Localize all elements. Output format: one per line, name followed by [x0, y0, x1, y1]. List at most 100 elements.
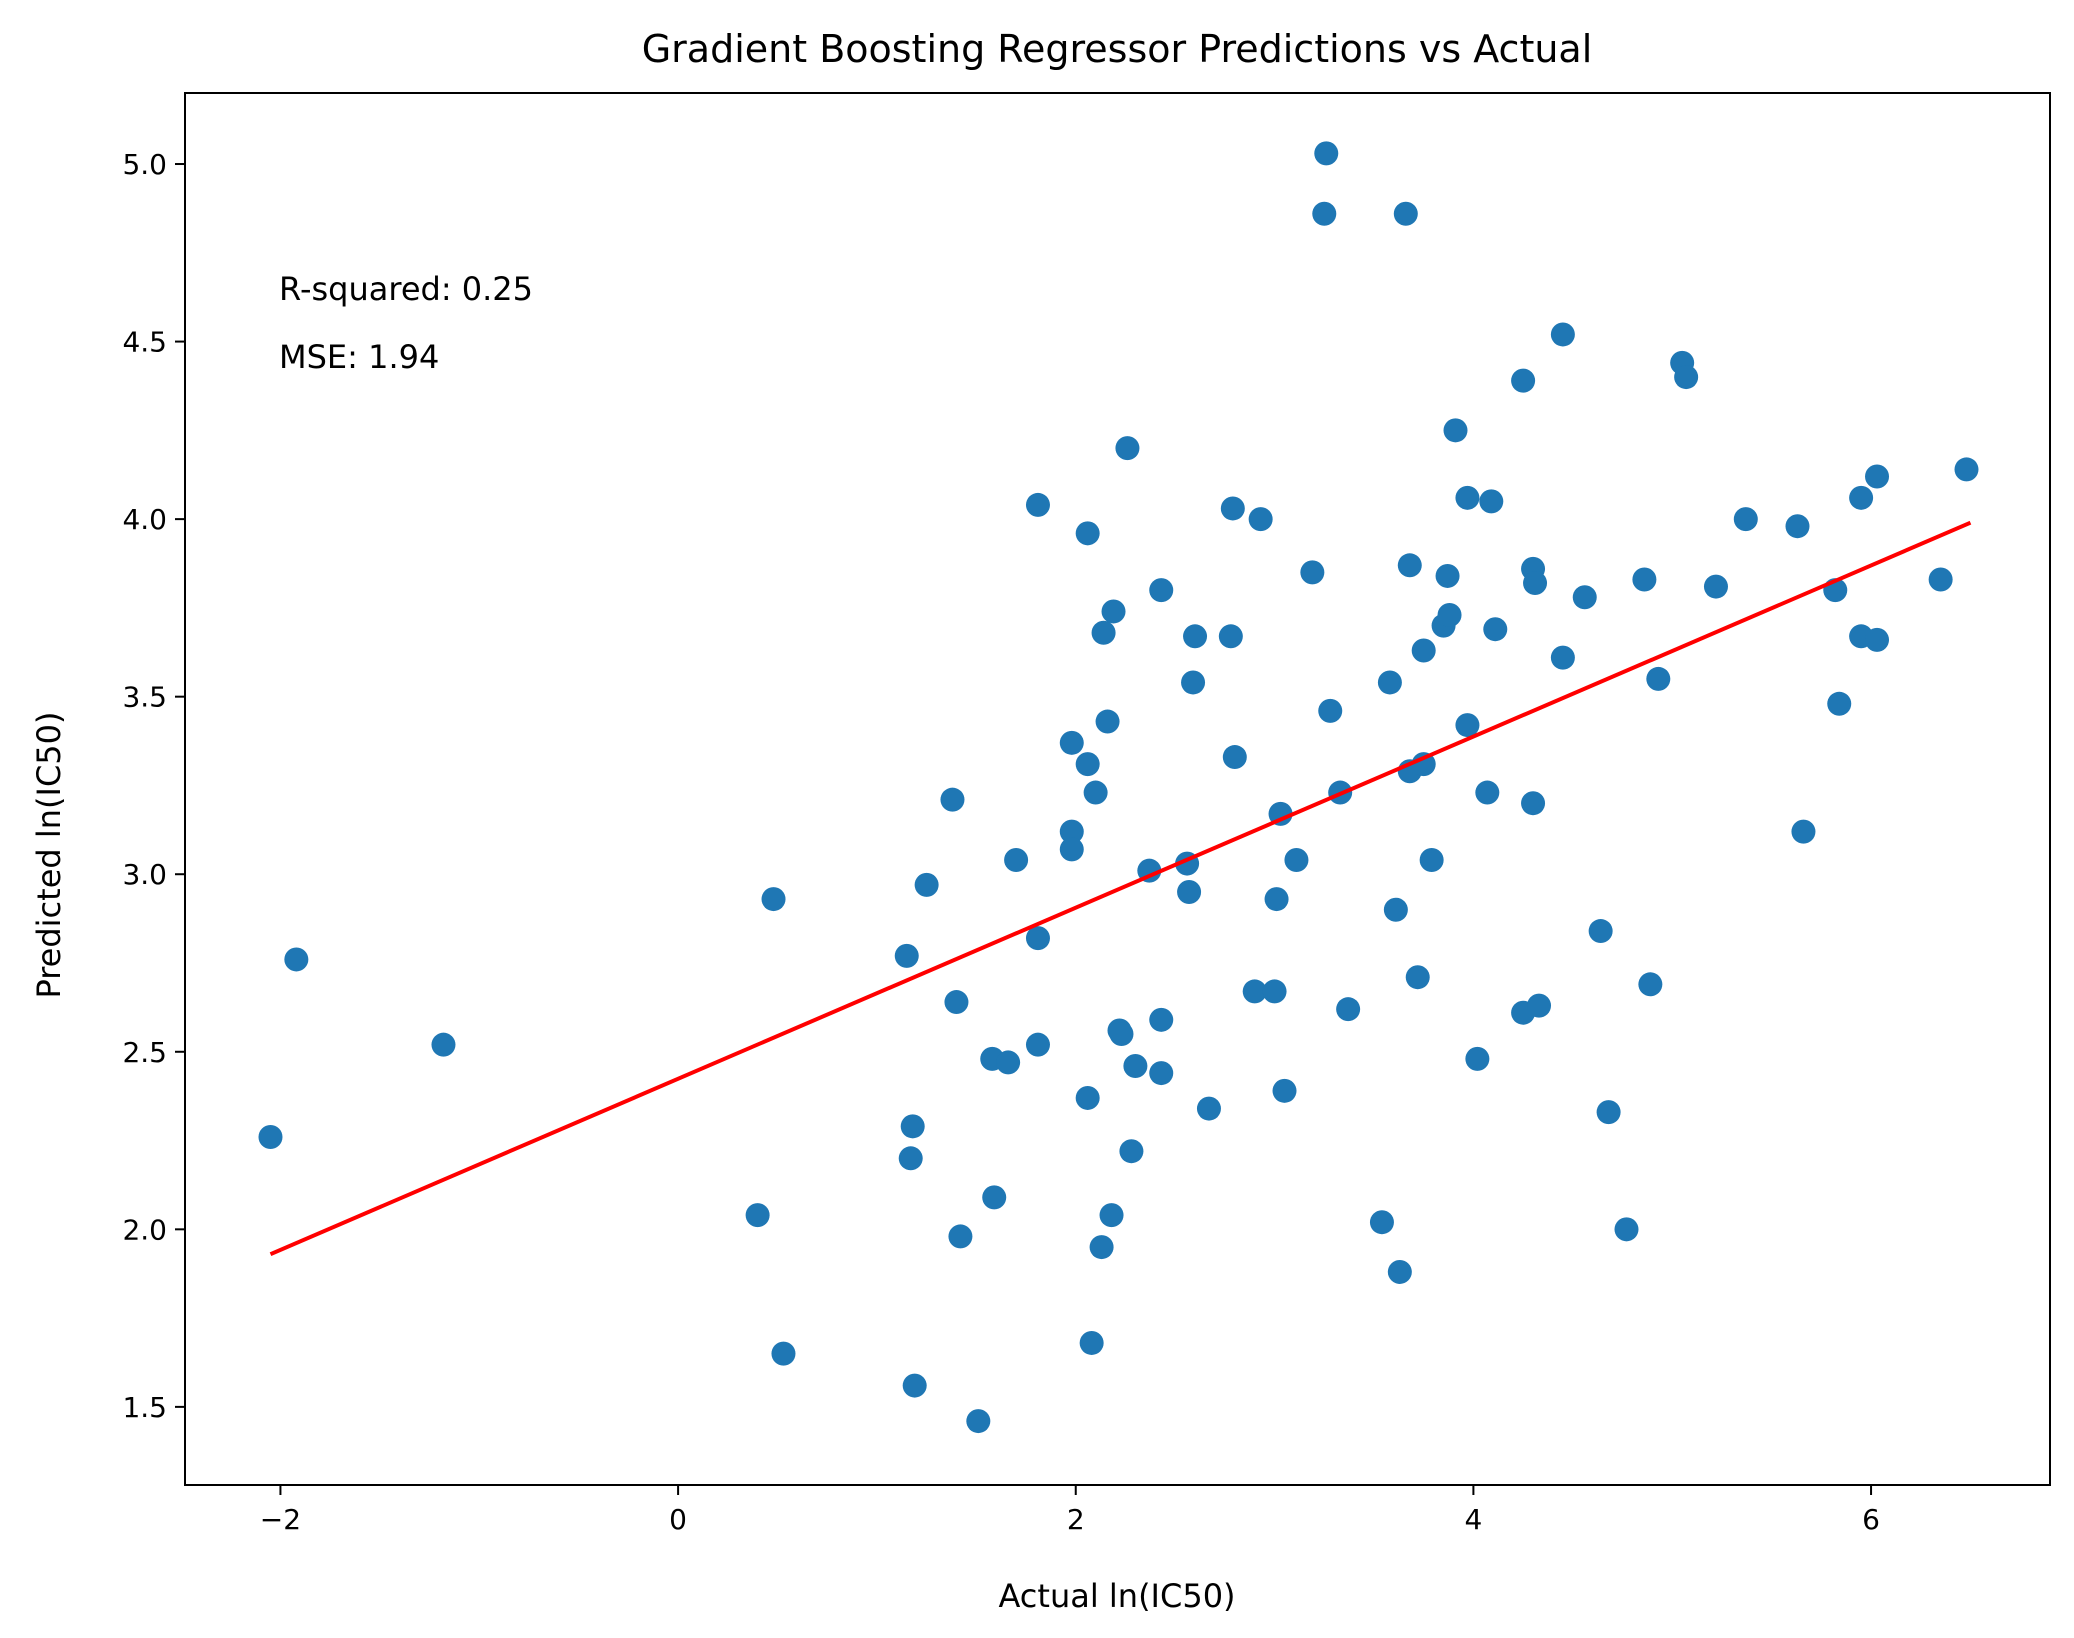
data-point [1220, 496, 1245, 521]
data-point [900, 1114, 925, 1139]
data-point [1312, 201, 1337, 226]
data-point [1095, 709, 1120, 734]
data-point [1101, 599, 1126, 624]
x-axis-label: Actual ln(IC50) [998, 1577, 1235, 1615]
data-point [1089, 1235, 1114, 1260]
data-point [1443, 418, 1468, 443]
data-point [1928, 567, 1953, 592]
data-point [1099, 1203, 1124, 1228]
data-point [1614, 1217, 1639, 1242]
data-point [996, 1050, 1021, 1075]
data-point [1387, 1259, 1412, 1284]
y-tick-label: 5.0 [122, 148, 167, 181]
data-point [1733, 507, 1758, 532]
data-point [1119, 1139, 1144, 1164]
data-point [1264, 887, 1289, 912]
x-tick-label: 0 [669, 1503, 687, 1536]
data-point [1383, 897, 1408, 922]
data-point [1091, 620, 1116, 645]
data-point [1455, 713, 1480, 738]
data-point [1638, 972, 1663, 997]
data-point [1025, 1032, 1050, 1057]
data-point [1075, 752, 1100, 777]
data-point [1115, 436, 1140, 461]
data-point [1284, 848, 1309, 873]
data-point [1149, 1007, 1174, 1032]
data-point [1521, 791, 1546, 816]
data-point [982, 1185, 1007, 1210]
data-point [1149, 578, 1174, 603]
data-point [1523, 571, 1548, 596]
data-point [1075, 521, 1100, 546]
data-point [1572, 585, 1597, 610]
data-point [898, 1146, 923, 1171]
data-point [1025, 492, 1050, 517]
data-point [1123, 1053, 1148, 1078]
data-point [914, 872, 939, 897]
data-point [944, 990, 969, 1015]
data-point [1849, 485, 1874, 510]
data-point [1268, 801, 1293, 826]
data-point [1059, 819, 1084, 844]
data-point [1411, 638, 1436, 663]
data-point [1588, 919, 1613, 944]
data-point [1059, 837, 1084, 862]
data-point [258, 1125, 283, 1149]
data-point [902, 1373, 927, 1398]
plot-area [185, 93, 2050, 1485]
y-tick-label: 4.5 [122, 326, 167, 359]
mse-annotation: MSE: 1.94 [279, 338, 439, 376]
r-squared-annotation: R-squared: 0.25 [279, 270, 533, 308]
data-point [1405, 965, 1430, 990]
data-point [1674, 365, 1699, 390]
data-point [284, 947, 309, 972]
data-point [1550, 322, 1575, 347]
data-point [1183, 624, 1208, 649]
data-point [771, 1341, 796, 1366]
data-point [1177, 879, 1202, 904]
data-point [1369, 1210, 1394, 1235]
y-tick-label: 4.0 [122, 503, 167, 536]
plot-frame [184, 92, 2051, 1486]
y-tick-label: 2.0 [122, 1213, 167, 1246]
data-point [1262, 979, 1287, 1004]
data-point [1397, 553, 1422, 578]
data-point [1475, 780, 1500, 805]
data-point [1865, 464, 1890, 489]
data-point [431, 1032, 456, 1057]
data-point [1411, 752, 1436, 777]
y-tick-label: 3.0 [122, 858, 167, 891]
data-point [1393, 201, 1418, 226]
data-point [1218, 624, 1243, 649]
data-point [966, 1409, 991, 1434]
data-point [1248, 507, 1273, 532]
data-point [1703, 574, 1728, 599]
data-point [1791, 819, 1816, 844]
data-point [1083, 780, 1108, 805]
y-tick-label: 1.5 [122, 1391, 167, 1424]
data-point [1479, 489, 1504, 514]
data-point [1377, 670, 1402, 695]
data-point [1419, 848, 1444, 873]
data-point [1785, 514, 1810, 539]
y-tick-label: 2.5 [122, 1036, 167, 1069]
data-point [1435, 563, 1460, 588]
data-point [1632, 567, 1657, 592]
data-point [1300, 560, 1325, 585]
data-point [1646, 666, 1671, 691]
data-point [1954, 457, 1979, 482]
data-point [1483, 617, 1508, 642]
data-point [948, 1224, 973, 1249]
chart-title: Gradient Boosting Regressor Predictions … [642, 27, 1593, 71]
data-point [1079, 1330, 1104, 1355]
data-point [940, 787, 965, 812]
data-point [1109, 1022, 1134, 1047]
data-point [1596, 1100, 1621, 1125]
data-point [1025, 926, 1050, 951]
data-point [1196, 1096, 1221, 1121]
data-point [1465, 1046, 1490, 1071]
data-point [1455, 485, 1480, 510]
x-tick-label: 6 [1862, 1503, 1880, 1536]
y-axis-label: Predicted ln(IC50) [30, 711, 68, 998]
